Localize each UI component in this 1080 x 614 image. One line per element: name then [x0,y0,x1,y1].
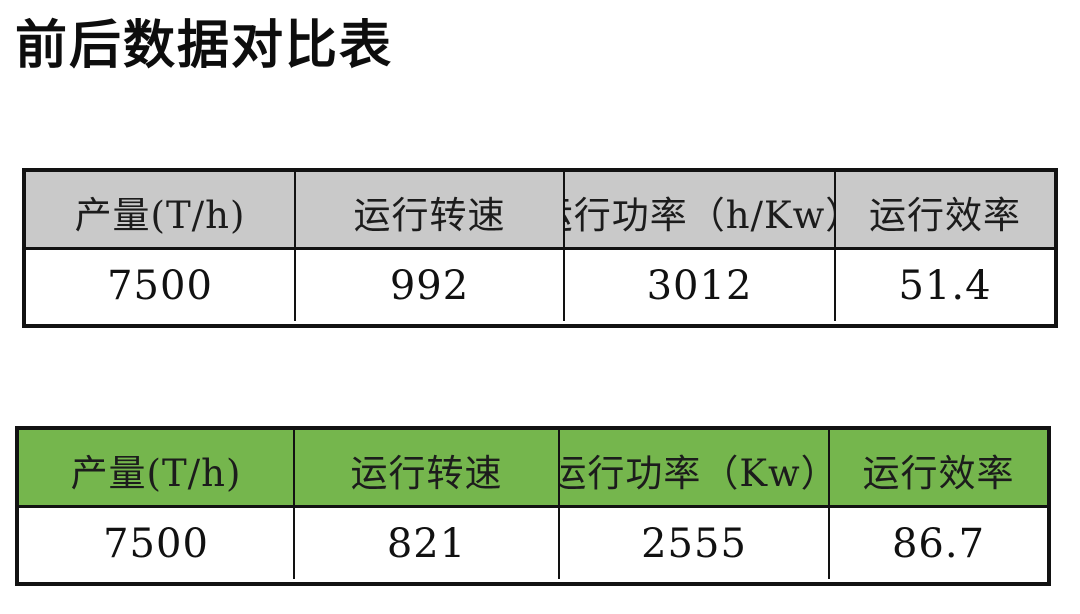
header-cell-efficiency: 运行效率 [869,193,1021,237]
value-cell-power: 3012 [565,250,836,321]
header-cell-power: 运行功率（Kw） [560,430,830,505]
header-cell-power: 运行功率（h/Kw） [565,172,836,247]
table-before-data-row: 7500 992 3012 51.4 [26,250,1054,321]
value-cell-output: 7500 [19,508,295,579]
table-after-data-row: 7500 821 2555 86.7 [19,508,1047,579]
page-title: 前后数据对比表 [15,16,394,76]
value-cell-speed: 821 [295,508,560,579]
table-after: 产量(T/h) 运行转速 运行功率（Kw） 运行效率 7500 821 2555… [15,426,1051,586]
value-cell-power: 2555 [560,508,830,579]
header-cell-output: 产量(T/h) [26,172,296,247]
header-cell-speed: 运行转速 [296,172,565,247]
value-cell-output: 7500 [26,250,296,321]
header-cell-efficiency: 运行效率 [862,451,1015,495]
header-cell-speed: 运行转速 [295,430,560,505]
table-before: 产量(T/h) 运行转速 运行功率（h/Kw） 运行效率 7500 992 30… [22,168,1058,328]
table-after-header-row: 产量(T/h) 运行转速 运行功率（Kw） 运行效率 [19,430,1047,508]
value-cell-efficiency: 86.7 [891,520,986,567]
table-before-header-row: 产量(T/h) 运行转速 运行功率（h/Kw） 运行效率 [26,172,1054,250]
value-cell-efficiency: 51.4 [898,262,992,309]
value-cell-speed: 992 [296,250,565,321]
header-cell-output: 产量(T/h) [19,430,295,505]
